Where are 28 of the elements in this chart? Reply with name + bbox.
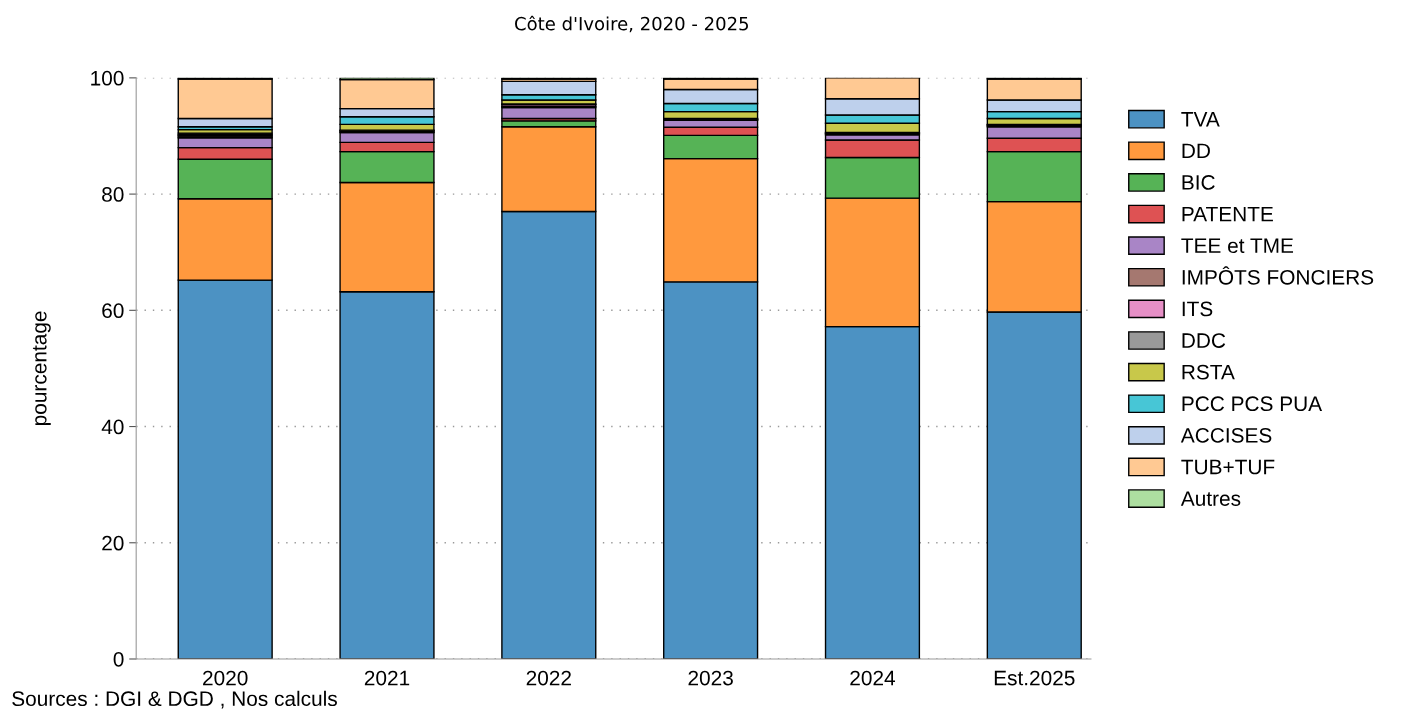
legend-label: PCC PCS PUA (1182, 396, 1323, 412)
y-tick-label: 20 (102, 535, 124, 551)
x-tick-label: 2021 (364, 670, 410, 686)
y-tick-label: 0 (113, 652, 124, 667)
x-tick-label: 2020 (203, 670, 248, 686)
legend-label: RSTA (1182, 364, 1235, 380)
legend-label: BIC (1182, 175, 1215, 190)
x-tick-label: 2022 (526, 670, 571, 686)
y-tick-label: 60 (102, 303, 124, 319)
y-tick-label: 40 (101, 419, 124, 435)
y-tick-label: 80 (102, 187, 124, 202)
y-tick-label: 100 (91, 70, 124, 86)
legend-label: Autres (1180, 491, 1241, 506)
y-axis-title: pourcentage (32, 311, 51, 425)
x-tick-label: Est.2025 (994, 670, 1075, 686)
legend-label: ACCISES (1180, 427, 1272, 443)
chart-title: Côte d'Ivoire, 2020 - 2025 (515, 15, 749, 33)
legend-label: IMPÔTS FONCIERS (1182, 266, 1374, 285)
source-note: Sources : DGI & DGD , Nos calculs (12, 690, 337, 709)
legend-label: ITS (1182, 301, 1213, 317)
legend-label: TUB+TUF (1181, 459, 1275, 475)
legend-label: DDC (1182, 333, 1226, 348)
x-tick-label: 2023 (688, 670, 733, 686)
x-tick-label: 2024 (850, 670, 896, 686)
legend-label: TVA (1181, 112, 1220, 127)
legend-label: TEE et TME (1181, 238, 1294, 254)
legend-label: DD (1182, 143, 1210, 158)
legend-label: PATENTE (1182, 206, 1273, 222)
